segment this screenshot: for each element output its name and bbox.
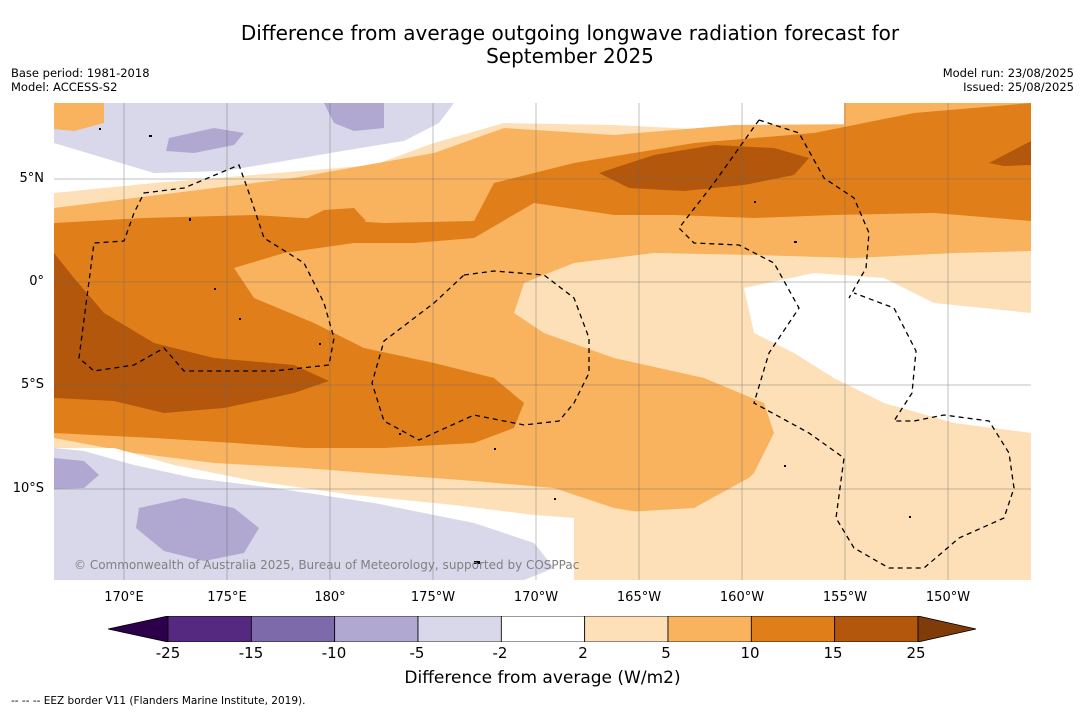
colorbar-extend-low [108, 616, 169, 642]
map-panel: © Commonwealth of Australia 2025, Bureau… [54, 103, 1031, 580]
colorbar-cell [250, 616, 336, 642]
lon-label: 175°E [207, 590, 247, 605]
eez-kiribati-west [78, 164, 335, 372]
map-svg [54, 103, 1031, 580]
field-purple-north-dark2 [166, 128, 244, 153]
colorbar-tick: 2 [578, 644, 588, 662]
colorbar-cell [584, 616, 669, 642]
islands [99, 128, 911, 564]
colorbar-tick: 15 [823, 644, 843, 662]
colorbar-extend-high [917, 616, 977, 642]
colorbar-tick: 5 [661, 644, 671, 662]
lon-label: 170°W [513, 590, 559, 605]
lat-label: 5°S [20, 377, 44, 392]
colorbar [108, 616, 977, 642]
colorbar-cell [334, 616, 419, 642]
base-period: Base period: 1981-2018 [11, 66, 150, 80]
lon-label: 175°W [410, 590, 456, 605]
colorbar-label: Difference from average (W/m2) [404, 668, 681, 688]
field-orange-nw [54, 103, 104, 131]
colorbar-cell [500, 616, 586, 642]
lon-label: 170°E [104, 590, 144, 605]
field-15-25-west [54, 253, 329, 413]
colorbar-cell [667, 616, 752, 642]
lat-label: 10°S [12, 481, 44, 496]
colorbar-tick: -5 [409, 644, 425, 662]
eez-tuvalu [371, 270, 590, 441]
colorbar-tick: -2 [492, 644, 508, 662]
colorbar-cell [167, 616, 252, 642]
colorbar-tick: -15 [238, 644, 264, 662]
chart-title: Difference from average outgoing longwav… [0, 22, 1085, 68]
chart-title-line2: September 2025 [486, 44, 654, 68]
lat-label: 5°N [19, 171, 45, 186]
model-name: Model: ACCESS-S2 [11, 80, 118, 94]
lon-label: 155°W [822, 590, 868, 605]
field-purple-south-dark2 [54, 458, 99, 489]
lat-label: 0° [29, 274, 44, 289]
map-grid [54, 103, 1031, 580]
colorbar-tick: -10 [321, 644, 347, 662]
colorbar-tick: 10 [740, 644, 760, 662]
colorbar-cell [834, 616, 919, 642]
lon-label: 160°W [719, 590, 765, 605]
colorbar-cells [167, 616, 919, 642]
colorbar-tick: 25 [906, 644, 926, 662]
chart-title-line1: Difference from average outgoing longwav… [240, 21, 900, 45]
colorbar-tick: -25 [155, 644, 181, 662]
meta-right: Model run: 23/08/2025 Issued: 25/08/2025 [943, 66, 1074, 94]
eez-line-islands [678, 119, 1015, 569]
field-10-15 [54, 103, 1031, 448]
lon-label: 165°W [616, 590, 662, 605]
model-run: Model run: 23/08/2025 [942, 66, 1074, 80]
copyright: © Commonwealth of Australia 2025, Bureau… [74, 558, 580, 572]
issued-date: Issued: 25/08/2025 [963, 80, 1074, 94]
meta-left: Base period: 1981-2018 Model: ACCESS-S2 [11, 66, 150, 94]
lon-label: 180° [314, 590, 346, 605]
colorbar-cell [750, 616, 836, 642]
eez-phoenix [758, 119, 870, 299]
field-15-25-ne [989, 141, 1031, 166]
eez-borders [78, 119, 1015, 569]
colorbar-cell [417, 616, 502, 642]
field-15-25-north [599, 145, 809, 191]
field-white-east [744, 273, 1031, 433]
field-purple-north-dark [324, 103, 384, 131]
lon-label: 150°W [925, 590, 971, 605]
legend-note: -- -- -- EEZ border V11 (Flanders Marine… [11, 695, 306, 707]
field-purple-south-dark [136, 498, 259, 561]
